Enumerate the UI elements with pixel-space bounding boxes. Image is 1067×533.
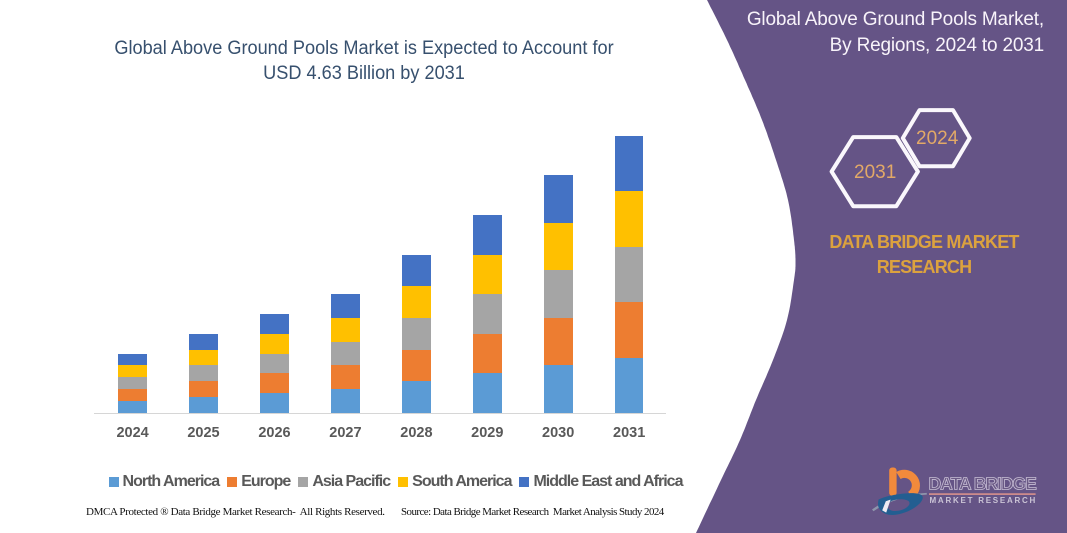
svg-text:MARKET RESEARCH: MARKET RESEARCH [930, 496, 1038, 505]
svg-text:DATA BRIDGE: DATA BRIDGE [929, 473, 1038, 493]
